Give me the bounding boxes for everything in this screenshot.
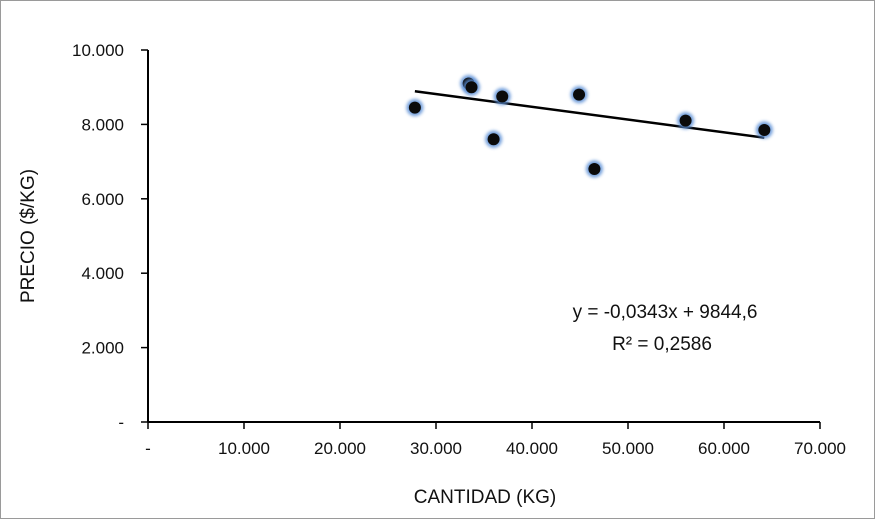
y-axis-title: PRECIO ($/KG) xyxy=(18,169,39,303)
y-tick-label: 2.000 xyxy=(81,339,124,358)
x-tick-label: 60.000 xyxy=(698,439,750,458)
data-points xyxy=(406,74,773,178)
y-tick-label: 8.000 xyxy=(81,115,124,134)
trendline-group xyxy=(414,90,765,139)
data-point xyxy=(588,163,601,176)
x-tick-label: 40.000 xyxy=(506,439,558,458)
trendline xyxy=(414,90,765,139)
trendline-equation: y = -0,0343x + 9844,6 xyxy=(573,302,758,323)
x-tick-label: 50.000 xyxy=(602,439,654,458)
y-axis-ticks: - 2.000 4.000 6.000 8.000 10.000 xyxy=(72,41,148,432)
y-tick-label: 10.000 xyxy=(72,41,124,60)
data-point xyxy=(496,90,509,103)
data-point xyxy=(465,81,478,94)
axes xyxy=(147,50,820,423)
data-point xyxy=(679,114,692,127)
x-tick-label: - xyxy=(145,439,151,458)
x-axis-title: CANTIDAD (KG) xyxy=(414,487,557,508)
y-tick-label: 6.000 xyxy=(81,190,124,209)
x-tick-label: 30.000 xyxy=(410,439,462,458)
data-point xyxy=(758,123,771,136)
y-tick-label: - xyxy=(118,413,124,432)
x-tick-label: 70.000 xyxy=(794,439,846,458)
x-tick-label: 20.000 xyxy=(314,439,366,458)
r-squared-label: R² = 0,2586 xyxy=(612,334,712,355)
x-axis-ticks: - 10.000 20.000 30.000 40.000 50.000 60.000 70.… xyxy=(145,422,846,458)
x-tick-label: 10.000 xyxy=(218,439,270,458)
data-point xyxy=(573,88,586,101)
data-point xyxy=(408,101,421,114)
data-point xyxy=(487,133,500,146)
y-tick-label: 4.000 xyxy=(81,264,124,283)
